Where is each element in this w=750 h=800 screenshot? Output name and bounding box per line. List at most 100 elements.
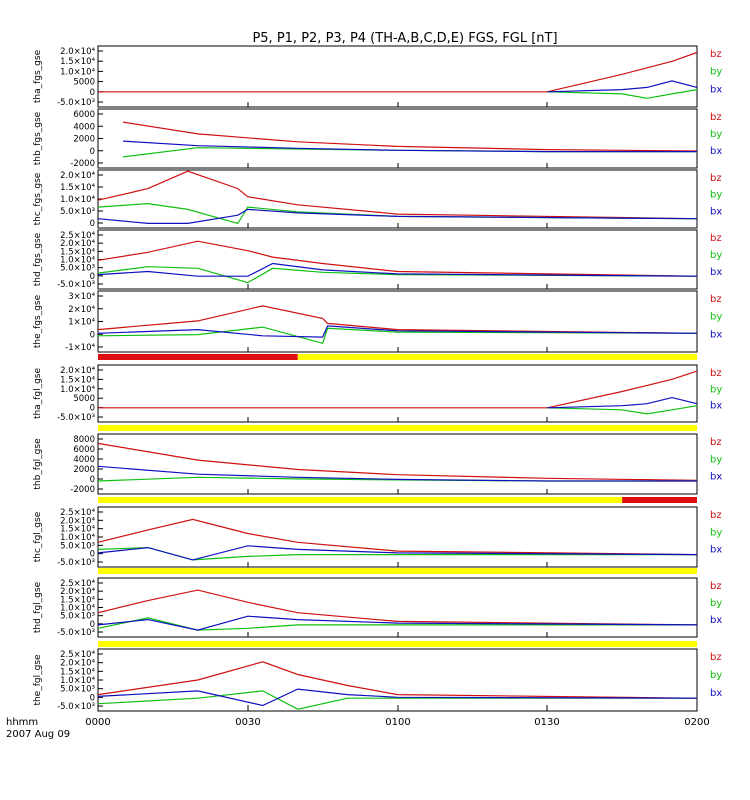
series-line-by xyxy=(97,617,697,631)
legend-by: by xyxy=(710,250,722,261)
y-tick-label: 0 xyxy=(90,330,95,340)
legend-by: by xyxy=(710,67,722,78)
y-axis-title: thb_fgs_gse xyxy=(33,111,43,165)
y-tick-label: 5.0×10³ xyxy=(60,685,95,695)
legend-bx: bx xyxy=(710,615,722,626)
y-tick-label: -5.0×10³ xyxy=(57,98,95,108)
y-tick-label: 2000 xyxy=(73,135,95,145)
y-tick-label: 2.0×10⁴ xyxy=(60,366,95,376)
panel-frame xyxy=(97,45,698,108)
flag-segment-yellow xyxy=(98,425,697,431)
x-axis-label-date: 2007 Aug 09 xyxy=(6,729,70,740)
series-line-by xyxy=(547,405,698,415)
y-tick-label: 4000 xyxy=(73,455,95,465)
x-axis-label-hhmm: hhmm xyxy=(6,717,38,728)
panel-frame xyxy=(97,108,698,169)
legend-bx: bx xyxy=(710,472,722,483)
series-line-by xyxy=(97,326,698,345)
legend-bx: bx xyxy=(710,401,722,412)
y-tick-label: 5000 xyxy=(73,394,95,404)
y-axis-title: thd_fgs_gse xyxy=(33,232,43,286)
series-line-bz xyxy=(98,51,698,93)
y-axis-title: thd_fgl_gse xyxy=(33,581,43,633)
y-tick-label: 1.5×10⁴ xyxy=(60,57,95,67)
y-tick-label: 8000 xyxy=(73,435,95,445)
panel-the_fgs_gse: the_fgs_gse 3×10⁴ 2×10⁴ 1×10⁴ 0 -1×10⁴ bz by bx xyxy=(33,290,722,353)
legend-bz: bz xyxy=(710,437,722,448)
legend-bx: bx xyxy=(710,688,722,699)
panel-tha_fgs_gse: tha_fgs_gse 2.0×10⁴1.5×10⁴1.0×10⁴50000-5.… xyxy=(33,45,722,108)
y-tick-label: -5.0×10³ xyxy=(57,558,95,568)
flag-bar-thb_fgl_gse xyxy=(98,497,697,503)
series-line-bz xyxy=(97,442,698,481)
legend-bx: bx xyxy=(710,267,722,278)
legend-by: by xyxy=(710,670,722,681)
y-tick-label: 0 xyxy=(90,147,95,157)
y-tick-label: 2.0×10⁴ xyxy=(60,239,95,249)
legend-by: by xyxy=(710,129,722,140)
flag-bar-thc_fgl_gse xyxy=(98,568,697,574)
y-axis-title: the_fgs_gse xyxy=(33,294,43,348)
y-tick-label: -1×10⁴ xyxy=(65,343,95,353)
legend-by: by xyxy=(710,454,722,465)
y-tick-label: 2.5×10⁴ xyxy=(60,231,95,241)
y-axis-title: thb_fgl_gse xyxy=(33,438,43,490)
legend-by: by xyxy=(710,312,722,323)
series-line-bx xyxy=(97,615,698,631)
time-tick-label: 0000 xyxy=(85,717,110,728)
flag-segment-yellow xyxy=(98,641,697,647)
series-line-bz xyxy=(97,518,698,556)
y-tick-label: 2.5×10⁴ xyxy=(60,650,95,660)
series-line-bx xyxy=(547,396,698,409)
panel-thc_fgl_gse: thc_fgl_gse 2.5×10⁴2.0×10⁴1.5×10⁴1.0×10⁴5… xyxy=(33,506,722,568)
y-tick-label: 0 xyxy=(90,550,95,560)
legend-bz: bz xyxy=(710,652,722,663)
y-tick-label: 0 xyxy=(90,219,95,229)
y-tick-label: 2.5×10⁴ xyxy=(60,579,95,589)
series-line-bz xyxy=(98,370,698,409)
y-tick-label: 0 xyxy=(90,404,95,414)
y-tick-label: 6000 xyxy=(73,445,95,455)
panel-thd_fgs_gse: thd_fgs_gse 2.5×10⁴2.0×10⁴1.5×10⁴1.0×10⁴5… xyxy=(33,229,722,290)
y-tick-label: 2.0×10⁴ xyxy=(60,587,95,597)
y-tick-label: 1.5×10⁴ xyxy=(60,595,95,605)
series-line-bx xyxy=(97,545,698,561)
series-line-bz xyxy=(97,170,698,220)
y-tick-label: 1.0×10⁴ xyxy=(60,533,95,543)
legend-bx: bx xyxy=(710,545,722,556)
y-tick-label: -2000 xyxy=(70,485,95,495)
panel-frame xyxy=(97,648,698,712)
panel-frame xyxy=(97,364,698,423)
time-tick-label: 0200 xyxy=(684,717,709,728)
y-tick-label: 6000 xyxy=(73,110,95,120)
y-tick-label: -5.0×10³ xyxy=(57,280,95,290)
flag-bar-tha_fgl_gse xyxy=(98,425,697,431)
legend-by: by xyxy=(710,190,722,201)
legend-bz: bz xyxy=(710,294,722,305)
series-line-by xyxy=(97,690,697,710)
y-tick-label: 2.0×10⁴ xyxy=(60,659,95,669)
y-axis-title: tha_fgs_gse xyxy=(33,49,43,103)
series-line-bz xyxy=(97,305,698,334)
series-line-bx xyxy=(97,688,698,707)
series-line-bx xyxy=(122,140,697,153)
y-tick-label: 3×10⁴ xyxy=(68,292,95,302)
panels-layer: tha_fgs_gse 2.0×10⁴1.5×10⁴1.0×10⁴50000-5.… xyxy=(33,45,722,712)
y-tick-label: 2×10⁴ xyxy=(68,305,95,315)
legend-bx: bx xyxy=(710,329,722,340)
legend-bz: bz xyxy=(710,233,722,244)
legend-by: by xyxy=(710,384,722,395)
y-axis-title: tha_fgl_gse xyxy=(33,368,43,420)
y-tick-label: 5.0×10³ xyxy=(60,541,95,551)
panel-thc_fgs_gse: thc_fgs_gse 2.0×10⁴ 1.5×10⁴ 1.0×10⁴ 5.0×10³ 0… xyxy=(33,169,722,229)
y-tick-label: 1.5×10⁴ xyxy=(60,525,95,535)
y-tick-label: 0 xyxy=(90,693,95,703)
y-tick-label: 1.0×10⁴ xyxy=(60,676,95,686)
series-line-by xyxy=(122,147,697,158)
y-tick-label: 0 xyxy=(90,475,95,485)
y-tick-label: 1.5×10⁴ xyxy=(60,667,95,677)
legend-bx: bx xyxy=(710,146,722,157)
y-tick-label: 4000 xyxy=(73,122,95,132)
y-axis-title: thc_fgs_gse xyxy=(33,172,43,225)
